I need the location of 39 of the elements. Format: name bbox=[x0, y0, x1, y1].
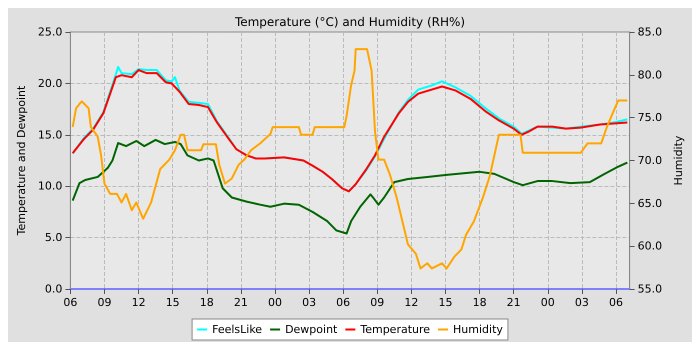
x-tick-label: 06 bbox=[336, 296, 350, 309]
chart-title: Temperature (°C) and Humidity (RH%) bbox=[234, 15, 466, 29]
y2-tick-label: 65.0 bbox=[638, 196, 662, 210]
y-axis-title: Temperature and Dewpoint bbox=[15, 84, 28, 236]
x-tick-label: 21 bbox=[234, 296, 248, 309]
y2-tick-label: 75.0 bbox=[638, 111, 662, 124]
x-tick-label: 15 bbox=[438, 296, 452, 309]
y2-tick-label: 60.0 bbox=[638, 240, 662, 253]
legend-label: Dewpoint bbox=[285, 323, 338, 336]
x-tick-label: 06 bbox=[63, 296, 78, 309]
line-series bbox=[72, 138, 628, 234]
y-tick-label: 15.0 bbox=[38, 128, 62, 142]
x-tick-label: 18 bbox=[472, 296, 487, 309]
y-tick-label: 25.0 bbox=[38, 26, 62, 38]
y-tick-label: 10.0 bbox=[38, 180, 62, 193]
y-tick-label: 20.0 bbox=[38, 76, 62, 90]
x-tick-label: 00 bbox=[268, 296, 282, 309]
y2-tick-label: 55.0 bbox=[638, 282, 662, 296]
legend-label: FeelsLike bbox=[212, 323, 262, 336]
x-tick-label: 00 bbox=[540, 296, 555, 309]
x-tick-label: 12 bbox=[132, 296, 146, 309]
x-tick-label: 09 bbox=[370, 296, 384, 309]
legend-label: Humidity bbox=[453, 323, 504, 336]
x-tick-label: 21 bbox=[506, 296, 521, 309]
y2-tick-label: 70.0 bbox=[638, 154, 662, 167]
x-tick-label: 09 bbox=[97, 296, 112, 309]
x-tick-label: 15 bbox=[166, 296, 180, 309]
x-tick-label: 03 bbox=[574, 296, 589, 309]
y2-tick-label: 80.0 bbox=[638, 68, 662, 82]
x-tick-label: 18 bbox=[200, 296, 214, 309]
y-tick-label: 5.0 bbox=[44, 231, 62, 244]
y2-axis-title: Humidity bbox=[672, 135, 685, 186]
x-tick-label: 12 bbox=[404, 296, 418, 309]
x-tick-label: 06 bbox=[608, 296, 623, 309]
line-series bbox=[72, 48, 628, 270]
y2-tick-label: 85.0 bbox=[638, 26, 662, 38]
y-tick-label: 0.0 bbox=[44, 282, 62, 296]
x-tick-label: 03 bbox=[302, 296, 316, 309]
legend-label: Temperature bbox=[359, 323, 430, 336]
